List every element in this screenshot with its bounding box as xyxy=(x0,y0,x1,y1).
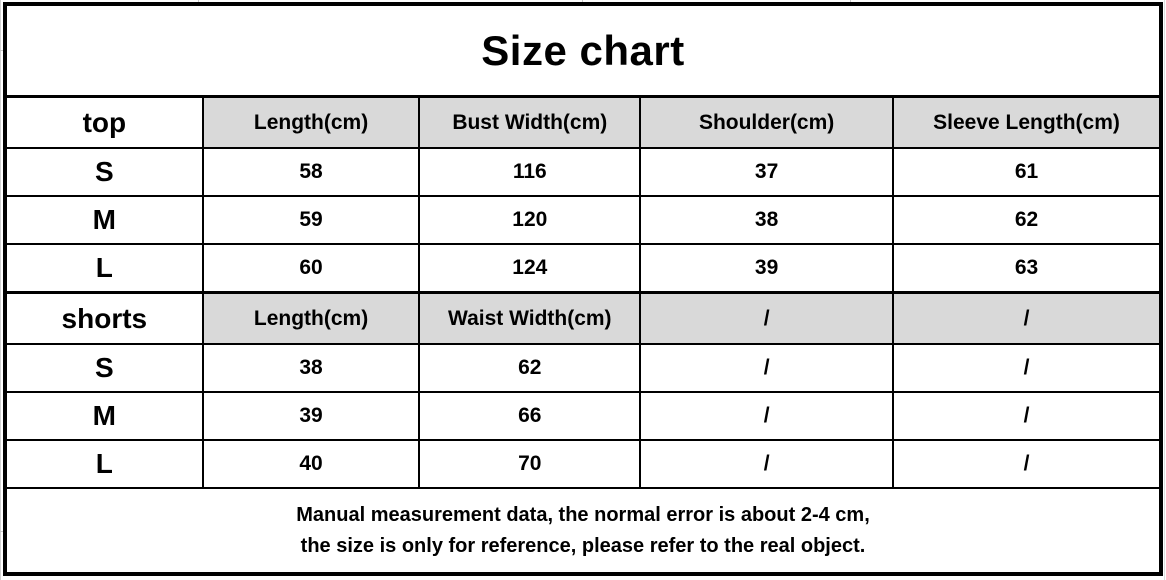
value-cell: 37 xyxy=(639,147,895,197)
value-cell: / xyxy=(892,391,1162,441)
value-cell: / xyxy=(892,343,1162,393)
gridline-artifact xyxy=(0,0,1,580)
value-cell: 40 xyxy=(201,439,421,489)
size-chart-table-wrapper: Size chart top Length(cm) Bust Width(cm)… xyxy=(3,2,1163,576)
column-header: Length(cm) xyxy=(201,291,421,345)
value-cell: / xyxy=(639,391,895,441)
table-row: L 40 70 / / xyxy=(4,439,1162,489)
title-row: Size chart xyxy=(4,3,1162,98)
shorts-section-header-row: shorts Length(cm) Waist Width(cm) / / xyxy=(4,291,1162,345)
table-row: S 58 116 37 61 xyxy=(4,147,1162,197)
value-cell: 62 xyxy=(418,343,642,393)
top-section-header-row: top Length(cm) Bust Width(cm) Shoulder(c… xyxy=(4,95,1162,149)
measurement-note: Manual measurement data, the normal erro… xyxy=(4,487,1162,575)
size-label: M xyxy=(4,391,204,441)
value-cell: 116 xyxy=(418,147,642,197)
size-label: L xyxy=(4,439,204,489)
value-cell: / xyxy=(892,439,1162,489)
gridline-artifact xyxy=(0,531,4,532)
size-chart-table: Size chart top Length(cm) Bust Width(cm)… xyxy=(3,2,1163,576)
column-header: Bust Width(cm) xyxy=(418,95,642,149)
gridline-artifact xyxy=(0,50,4,51)
gridline-artifact xyxy=(1164,0,1165,580)
group-label-top: top xyxy=(4,95,204,149)
column-header: / xyxy=(892,291,1162,345)
gridline-artifact xyxy=(198,0,199,2)
gridline-artifact xyxy=(582,0,583,2)
value-cell: 62 xyxy=(892,195,1162,245)
column-header: Shoulder(cm) xyxy=(639,95,895,149)
table-row: L 60 124 39 63 xyxy=(4,243,1162,294)
size-label: S xyxy=(4,147,204,197)
column-header: Waist Width(cm) xyxy=(418,291,642,345)
measurement-note-line1: Manual measurement data, the normal erro… xyxy=(296,503,870,526)
size-label: L xyxy=(4,243,204,294)
value-cell: 70 xyxy=(418,439,642,489)
table-row: M 39 66 / / xyxy=(4,391,1162,441)
value-cell: 38 xyxy=(201,343,421,393)
page-title: Size chart xyxy=(4,3,1162,98)
value-cell: 66 xyxy=(418,391,642,441)
gridline-artifact xyxy=(850,0,851,2)
size-label: M xyxy=(4,195,204,245)
value-cell: 39 xyxy=(639,243,895,294)
value-cell: / xyxy=(639,343,895,393)
measurement-note-line2: the size is only for reference, please r… xyxy=(300,534,866,557)
value-cell: / xyxy=(639,439,895,489)
value-cell: 120 xyxy=(418,195,642,245)
column-header: Sleeve Length(cm) xyxy=(892,95,1162,149)
column-header: / xyxy=(639,291,895,345)
group-label-shorts: shorts xyxy=(4,291,204,345)
value-cell: 60 xyxy=(201,243,421,294)
value-cell: 61 xyxy=(892,147,1162,197)
value-cell: 63 xyxy=(892,243,1162,294)
table-row: M 59 120 38 62 xyxy=(4,195,1162,245)
footer-row: Manual measurement data, the normal erro… xyxy=(4,487,1162,575)
value-cell: 39 xyxy=(201,391,421,441)
value-cell: 38 xyxy=(639,195,895,245)
value-cell: 124 xyxy=(418,243,642,294)
value-cell: 58 xyxy=(201,147,421,197)
column-header: Length(cm) xyxy=(201,95,421,149)
value-cell: 59 xyxy=(201,195,421,245)
size-label: S xyxy=(4,343,204,393)
table-row: S 38 62 / / xyxy=(4,343,1162,393)
